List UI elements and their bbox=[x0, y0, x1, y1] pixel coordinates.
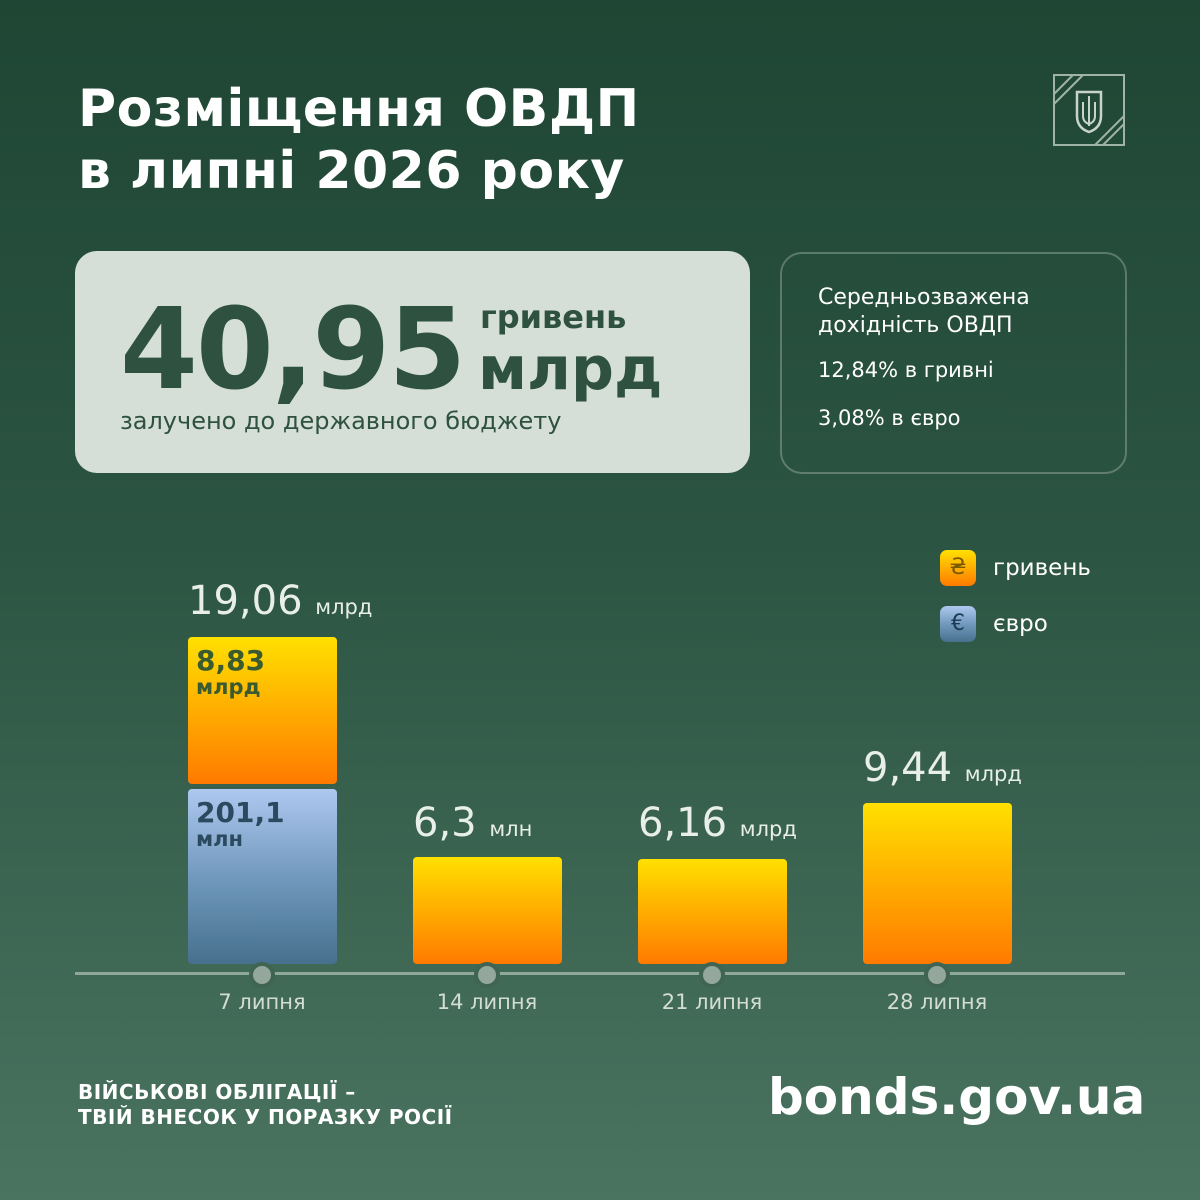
total-caption: залучено до державного бюджету bbox=[120, 407, 562, 435]
timeline-dot bbox=[924, 962, 950, 988]
bar-total: 6,3 млн bbox=[413, 800, 532, 846]
segment-amount: 201,1 bbox=[196, 796, 285, 829]
date-label: 7 липня bbox=[218, 990, 306, 1014]
total-amount: 40,95 bbox=[120, 285, 466, 415]
total-scale: млрд bbox=[478, 334, 663, 404]
timeline-dot bbox=[699, 962, 725, 988]
segment-label: 8,83 млрд bbox=[196, 647, 265, 700]
title-line: Розміщення ОВДП bbox=[78, 79, 640, 139]
bar-total-unit: млрд bbox=[315, 595, 373, 619]
bar-uah bbox=[413, 857, 562, 964]
bar-total: 6,16 млрд bbox=[638, 800, 797, 846]
bar-total-unit: млн bbox=[489, 817, 533, 841]
yield-title-line: Середньозважена bbox=[818, 285, 1030, 310]
date-label: 28 липня bbox=[886, 990, 988, 1014]
bar-total-amount: 9,44 bbox=[863, 745, 953, 791]
yield-title-line: дохідність ОВДП bbox=[818, 313, 1013, 338]
slogan-line: ТВІЙ ВНЕСОК У ПОРАЗКУ РОСІЇ bbox=[78, 1105, 453, 1129]
segment-amount: 8,83 bbox=[196, 644, 266, 677]
bar-uah bbox=[188, 637, 337, 784]
bar-total: 9,44 млрд bbox=[863, 745, 1022, 791]
date-label: 14 липня bbox=[436, 990, 538, 1014]
bar-uah bbox=[863, 803, 1012, 964]
title: Розміщення ОВДП в липні 2026 року bbox=[78, 78, 640, 202]
title-line: в липні 2026 року bbox=[78, 141, 625, 201]
legend-swatch: ₴ bbox=[940, 550, 976, 586]
legend-label: гривень bbox=[993, 555, 1091, 581]
timeline-dot bbox=[249, 962, 275, 988]
emblem bbox=[1053, 74, 1125, 146]
segment-label: 201,1 млн bbox=[196, 799, 285, 852]
date-label: 21 липня bbox=[661, 990, 763, 1014]
legend-swatch: € bbox=[940, 606, 976, 642]
bar-total-unit: млрд bbox=[739, 817, 797, 841]
total-currency: гривень bbox=[480, 298, 627, 336]
yield-item: 3,08% в євро bbox=[818, 406, 961, 430]
slogan-line: ВІЙСЬКОВІ ОБЛІГАЦІЇ – bbox=[78, 1080, 356, 1104]
bar-eur bbox=[188, 789, 337, 964]
timeline bbox=[75, 972, 1125, 975]
bar-total-unit: млрд bbox=[964, 762, 1022, 786]
site-link[interactable]: bonds.gov.ua bbox=[768, 1068, 1146, 1126]
bar-total-amount: 6,16 bbox=[638, 800, 728, 846]
bar-total-amount: 6,3 bbox=[413, 800, 477, 846]
bar-uah bbox=[638, 859, 787, 964]
legend-label: євро bbox=[993, 611, 1048, 637]
segment-unit: млн bbox=[196, 827, 244, 851]
segment-unit: млрд bbox=[196, 675, 261, 699]
yield-title: Середньозважена дохідність ОВДП bbox=[818, 284, 1030, 340]
total-card bbox=[75, 251, 750, 473]
slogan: ВІЙСЬКОВІ ОБЛІГАЦІЇ – ТВІЙ ВНЕСОК У ПОРА… bbox=[78, 1080, 453, 1130]
bar-total-amount: 19,06 bbox=[188, 578, 303, 624]
yield-item: 12,84% в гривні bbox=[818, 358, 994, 382]
bar-total: 19,06 млрд bbox=[188, 578, 372, 624]
timeline-dot bbox=[474, 962, 500, 988]
yield-card bbox=[780, 252, 1127, 474]
